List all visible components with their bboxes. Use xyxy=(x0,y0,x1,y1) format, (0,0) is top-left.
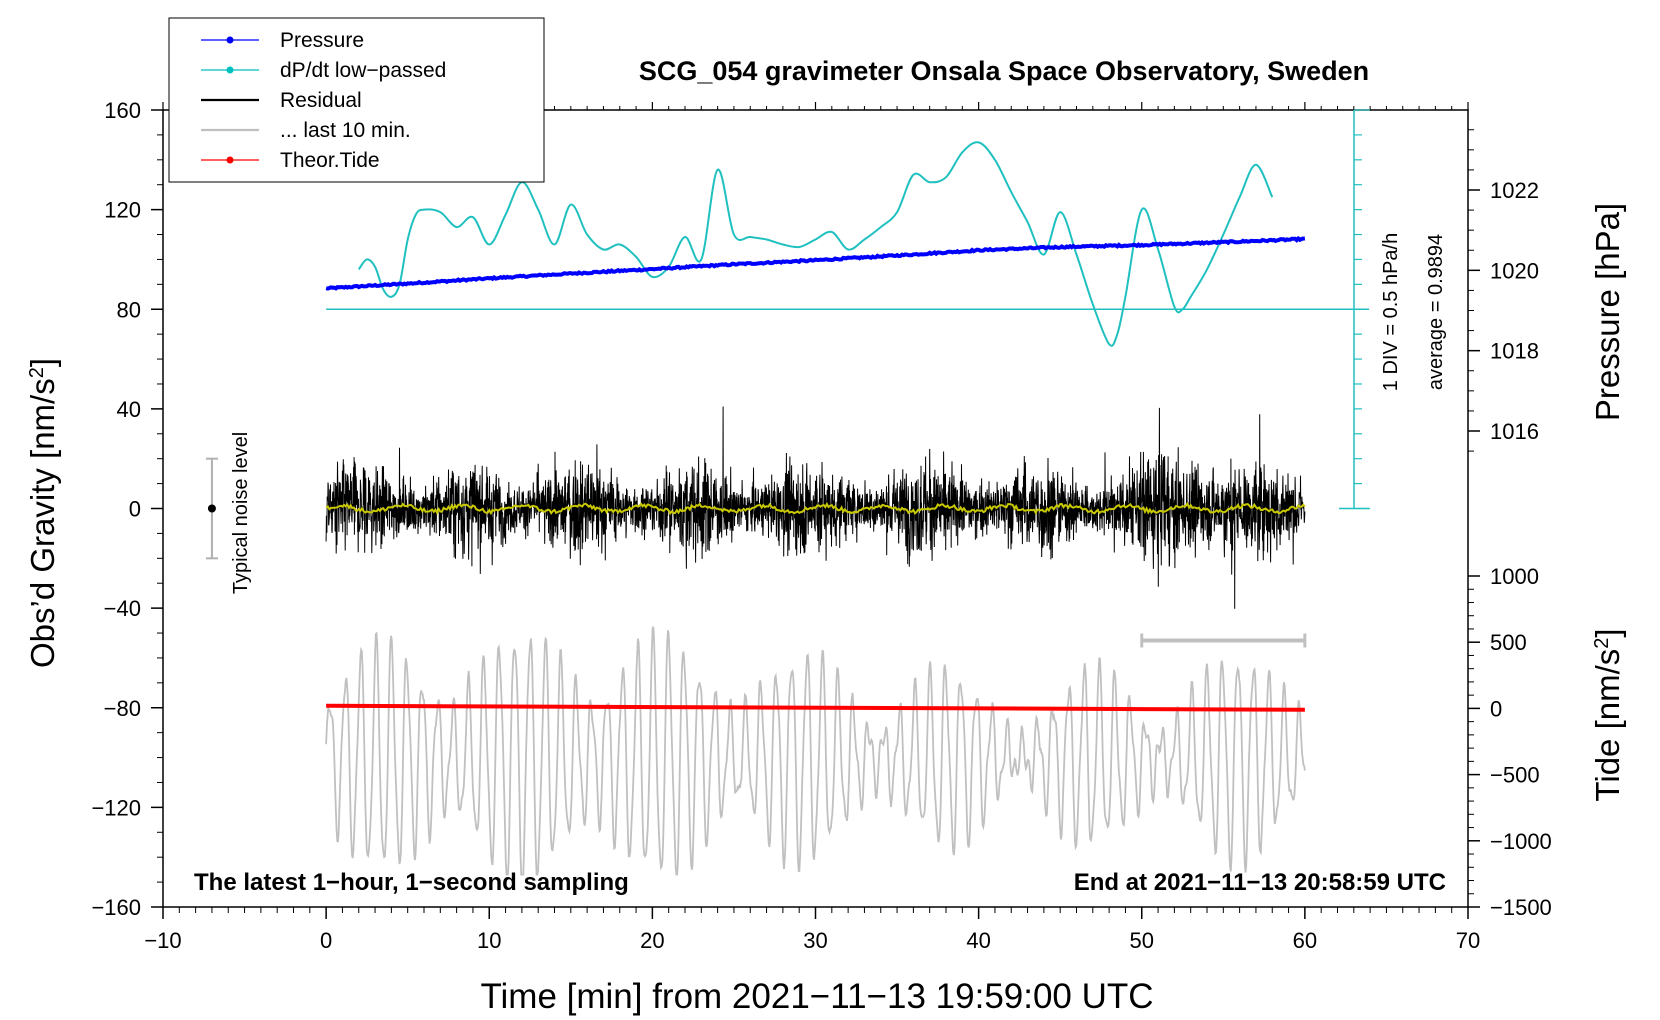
x-axis-label: Time [min] from 2021−11−13 19:59:00 UTC xyxy=(480,977,1153,1016)
last10-series-line xyxy=(325,626,1306,876)
y-tick-label: 40 xyxy=(117,397,141,422)
y-tick-label: −160 xyxy=(91,895,141,920)
y-tick-label: 160 xyxy=(104,98,141,123)
y-axis-label-left: Obs’d Gravity [nm/s2] xyxy=(24,358,61,668)
y-tick-label: 0 xyxy=(129,497,141,522)
x-tick-label: 0 xyxy=(320,928,332,953)
dpdt-scale-label: 1 DIV = 0.5 hPa/h xyxy=(1380,233,1402,391)
x-tick-label: 60 xyxy=(1293,928,1317,953)
pressure-tick-label: 1022 xyxy=(1490,178,1539,203)
y-axis-label-left-close: ] xyxy=(24,358,61,367)
y-tick-label: −40 xyxy=(104,596,141,621)
pressure-tick-label: 1016 xyxy=(1490,419,1539,444)
y-axis-label-tide-sup: 2 xyxy=(1591,638,1613,649)
legend-label: Pressure xyxy=(280,29,364,52)
y-tick-label: 80 xyxy=(117,297,141,322)
tide-tick-label: −1500 xyxy=(1490,895,1552,920)
legend: Pressure dP/dt low−passed Residual ... last… xyxy=(168,17,545,183)
legend-marker xyxy=(226,66,234,74)
sampling-note: The latest 1−hour, 1−second sampling xyxy=(194,869,629,896)
residual-series-line xyxy=(325,406,1306,609)
y-tick-label: 120 xyxy=(104,198,141,223)
x-tick-label: 30 xyxy=(803,928,827,953)
legend-marker xyxy=(226,156,234,164)
pressure-tick-label: 1018 xyxy=(1490,339,1539,364)
x-tick-label: −10 xyxy=(144,928,181,953)
pressure-series-line xyxy=(325,235,1306,291)
end-time-note: End at 2021−11−13 20:58:59 UTC xyxy=(1074,869,1446,896)
legend-marker xyxy=(226,36,234,44)
x-tick-label: 70 xyxy=(1456,928,1480,953)
legend-label: dP/dt low−passed xyxy=(280,59,446,82)
legend-label: ... last 10 min. xyxy=(280,119,411,142)
pressure-tick-label: 1020 xyxy=(1490,258,1539,283)
y-tick-label: −80 xyxy=(104,696,141,721)
x-tick-label: 20 xyxy=(640,928,664,953)
dpdt-average-label: average = 0.9894 xyxy=(1425,234,1447,390)
tide-tick-label: −1000 xyxy=(1490,829,1552,854)
y-axis-label-pressure: Pressure [hPa] xyxy=(1589,203,1626,421)
y-axis-label-tide: Tide [nm/s2] xyxy=(1589,628,1626,801)
tide-series-line xyxy=(326,703,1305,712)
tide-tick-label: −500 xyxy=(1490,763,1540,788)
chart-title: SCG_054 gravimeter Onsala Space Observat… xyxy=(639,56,1369,86)
residual-smoothed-line xyxy=(325,501,1306,516)
y-axis-label-tide-close: ] xyxy=(1589,628,1626,637)
y-axis-label-left-sup: 2 xyxy=(26,367,48,378)
y-axis-label-left-text: Obs’d Gravity [nm/s xyxy=(24,378,61,668)
x-tick-label: 40 xyxy=(966,928,990,953)
y-axis-label-tide-text: Tide [nm/s xyxy=(1589,649,1626,802)
noise-level-label: Typical noise level xyxy=(230,432,252,594)
tide-tick-label: 1000 xyxy=(1490,564,1539,589)
dpdt-series-line xyxy=(357,141,1274,347)
y-tick-label: −120 xyxy=(91,795,141,820)
tide-tick-label: 0 xyxy=(1490,696,1502,721)
x-tick-label: 10 xyxy=(477,928,501,953)
x-tick-label: 50 xyxy=(1130,928,1154,953)
legend-label: Residual xyxy=(280,89,362,112)
noise-level-point xyxy=(207,504,216,513)
tide-tick-label: 500 xyxy=(1490,630,1527,655)
legend-label: Theor.Tide xyxy=(280,149,380,172)
